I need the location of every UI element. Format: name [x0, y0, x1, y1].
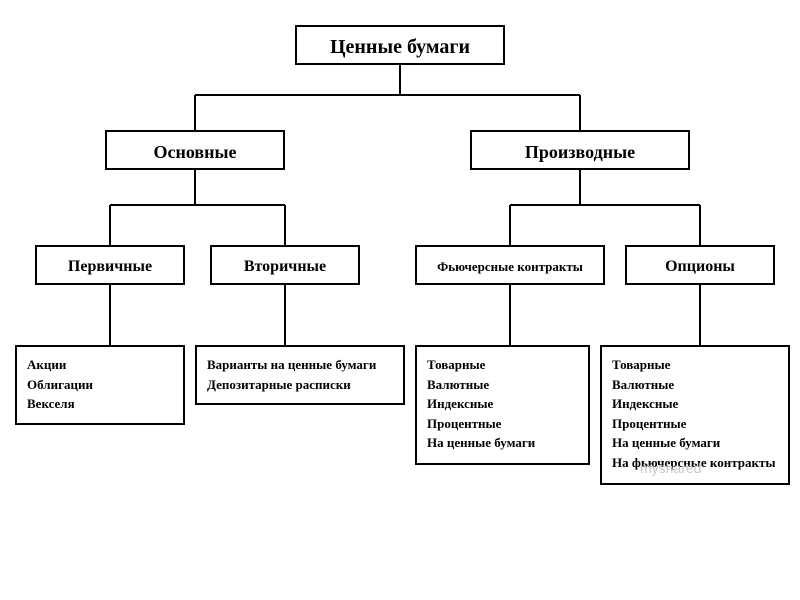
node-deriv: Производные [470, 130, 690, 170]
node-secondary-label: Вторичные [244, 258, 326, 275]
node-primary-label: Первичные [68, 258, 152, 275]
leaf-primary: АкцииОблигацииВекселя [15, 345, 185, 425]
node-options: Опционы [625, 245, 775, 285]
leaf-line: На фьючерсные контракты [612, 453, 778, 473]
leaf-line: Векселя [27, 394, 173, 414]
leaf-line: Депозитарные расписки [207, 375, 393, 395]
leaf-secondary: Варианты на ценные бумагиДепозитарные ра… [195, 345, 405, 405]
leaf-line: Процентные [427, 414, 578, 434]
leaf-line: Валютные [612, 375, 778, 395]
leaf-futures: ТоварныеВалютныеИндексныеПроцентныеНа це… [415, 345, 590, 465]
node-deriv-label: Производные [525, 142, 635, 162]
leaf-line: На ценные бумаги [612, 433, 778, 453]
node-futures: Фьючерсные контракты [415, 245, 605, 285]
leaf-line: Валютные [427, 375, 578, 395]
node-primary: Первичные [35, 245, 185, 285]
leaf-line: Индексные [427, 394, 578, 414]
leaf-line: Индексные [612, 394, 778, 414]
leaf-line: Варианты на ценные бумаги [207, 355, 393, 375]
leaf-line: На ценные бумаги [427, 433, 578, 453]
leaf-line: Облигации [27, 375, 173, 395]
leaf-line: Процентные [612, 414, 778, 434]
node-root: Ценные бумаги [295, 25, 505, 65]
leaf-line: Товарные [612, 355, 778, 375]
node-options-label: Опционы [665, 258, 735, 275]
leaf-line: Акции [27, 355, 173, 375]
connector-lines [0, 0, 800, 600]
node-main-label: Основные [153, 142, 236, 162]
leaf-options: ТоварныеВалютныеИндексныеПроцентныеНа це… [600, 345, 790, 485]
node-futures-label: Фьючерсные контракты [437, 259, 583, 274]
node-root-label: Ценные бумаги [330, 36, 470, 58]
node-main: Основные [105, 130, 285, 170]
node-secondary: Вторичные [210, 245, 360, 285]
leaf-line: Товарные [427, 355, 578, 375]
